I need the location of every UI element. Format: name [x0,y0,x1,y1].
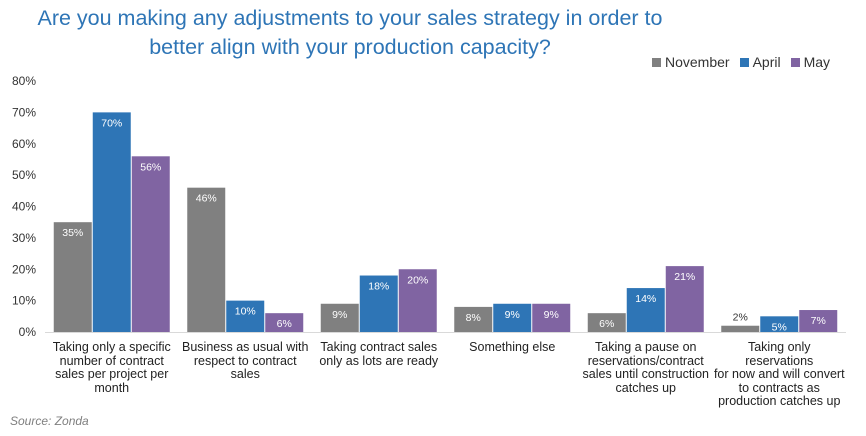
x-tick-label-line: number of contract [59,353,164,368]
legend-label-april: April [752,54,781,70]
data-label: 70% [101,117,122,129]
bar-april [92,112,131,332]
x-tick-label: Taking contract sales only as lots are re… [313,340,445,368]
legend-label-november: November [665,54,730,70]
bar-may [665,266,704,332]
y-tick-label: 60% [12,137,36,151]
legend-item-april: April [739,54,781,70]
x-tick-label-line: Something else [469,340,556,354]
bar-may [131,156,170,332]
y-tick-label: 10% [12,294,36,308]
x-tick-label: Something else [446,340,578,355]
data-label: 9% [332,309,347,321]
data-label: 56% [140,161,161,173]
x-tick-label-line: catches up [615,380,676,395]
x-tick-label-line: Business as usual with [182,340,309,354]
chart-title-line-2: better align with your production capaci… [149,35,551,59]
bar-april [626,288,665,332]
data-label: 10% [235,306,256,318]
data-label: 35% [62,227,83,239]
chart-title: Are you making any adjustments to your s… [0,4,700,62]
legend-swatch-april [739,57,749,67]
x-tick-label-line: respect to contract sales [193,353,297,381]
data-label: 14% [635,293,656,305]
y-tick-label: 50% [12,168,36,182]
legend: November April May [652,54,840,70]
bar-november [187,187,226,332]
x-tick-label-line: Taking only reservations [745,340,814,368]
bar-april [760,316,799,332]
legend-swatch-november [652,57,661,67]
source-note: Source: Zonda [10,414,89,428]
data-label: 7% [811,315,826,327]
bar-november [587,313,626,332]
data-label: 9% [544,309,559,321]
data-label: 9% [505,309,520,321]
x-tick-label-line: production catches up [718,394,841,408]
data-label: 6% [599,318,614,330]
x-tick-label: Taking only a specific number of contract… [46,340,178,395]
legend-item-november: November [652,54,730,70]
bar-april [359,275,398,332]
y-tick-label: 40% [12,200,36,214]
data-label: 21% [674,271,695,283]
x-tick-label-line: reservations/contract [587,353,704,368]
y-tick-label: 0% [19,325,37,339]
x-tick-label: Taking only reservations for now and will… [713,340,845,409]
x-tick-label: Taking a pause on reservations/contract sa… [580,340,712,395]
bar-november [320,303,359,332]
bar-november [721,325,760,332]
bar-november [454,306,493,332]
chart-title-line-1: Are you making any adjustments to your s… [37,6,663,30]
data-label: 5% [772,321,787,333]
data-label: 6% [277,318,292,330]
bar-may [532,303,571,332]
y-tick-label: 70% [12,105,36,119]
x-tick-label-line: only as lots are ready [319,353,439,368]
data-label: 2% [733,312,748,324]
bar-april [226,300,265,332]
x-tick-label-line: sales per project per [55,367,169,381]
data-label: 46% [196,193,217,205]
x-tick-label-line: for now and will convert [713,367,845,381]
bar-april [493,303,532,332]
x-tick-label-line: to contracts as [738,380,820,395]
y-tick-label: 80% [12,74,36,88]
x-tick-label: Business as usual with respect to contrac… [179,340,311,382]
y-tick-label: 30% [12,231,36,245]
legend-item-may: May [790,54,831,70]
x-tick-label-line: month [94,380,130,395]
bar-may [799,310,838,332]
x-tick-label-line: Taking a pause on [595,340,697,354]
x-tick-label-line: sales until construction [582,367,709,381]
legend-swatch-may [790,57,800,67]
data-label: 18% [368,281,389,293]
x-tick-label-line: Taking only a specific [52,340,171,354]
bar-may [265,313,304,332]
legend-label-may: May [803,54,831,70]
data-label: 8% [466,312,481,324]
bar-november [53,222,92,332]
y-tick-label: 20% [12,262,36,276]
bar-may [398,269,437,332]
x-tick-label-line: Taking contract sales [320,340,438,354]
data-label: 20% [407,274,428,286]
